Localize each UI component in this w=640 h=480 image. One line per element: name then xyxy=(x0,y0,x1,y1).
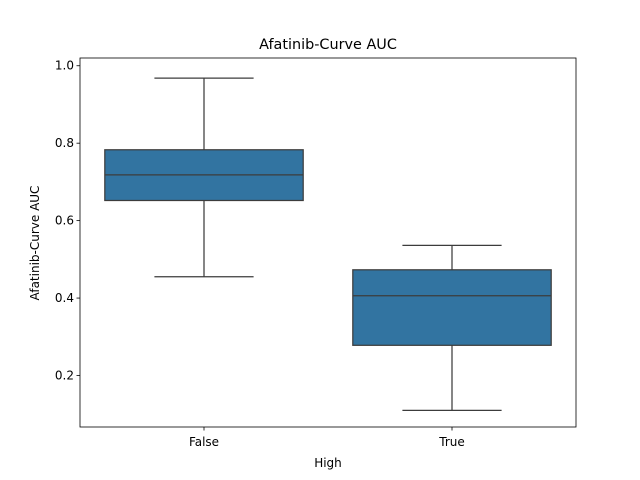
box-iqr xyxy=(352,269,552,346)
y-tick-label: 0.2 xyxy=(55,369,74,383)
box-group-false xyxy=(104,77,304,278)
plot-frame xyxy=(79,57,577,428)
plot-area xyxy=(104,77,552,411)
x-axis: False True xyxy=(189,427,465,449)
y-axis-label: Afatinib-Curve AUC xyxy=(28,186,42,301)
y-tick-label: 1.0 xyxy=(55,59,74,73)
y-tick-label: 0.6 xyxy=(55,214,74,228)
y-tick-label: 0.4 xyxy=(55,291,74,305)
x-axis-label: High xyxy=(314,456,342,470)
x-tick-label: True xyxy=(438,435,465,449)
chart-title: Afatinib-Curve AUC xyxy=(259,37,397,53)
x-tick-label: False xyxy=(189,435,219,449)
y-axis: 0.2 0.4 0.6 0.8 1.0 xyxy=(55,59,80,383)
y-tick-label: 0.8 xyxy=(55,136,74,150)
box-group-true xyxy=(352,244,552,411)
